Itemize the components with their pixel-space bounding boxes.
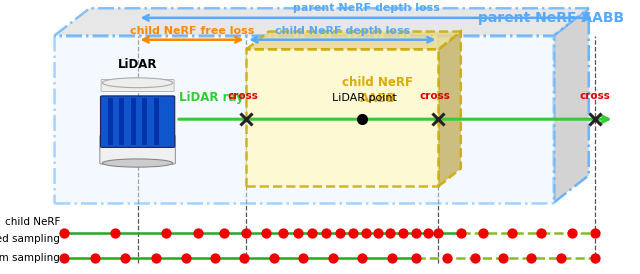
Point <box>59 231 69 236</box>
Point <box>372 231 383 236</box>
Point <box>180 255 191 260</box>
Point <box>193 231 204 236</box>
Point <box>298 255 308 260</box>
Text: parent NeRF depth loss: parent NeRF depth loss <box>293 3 440 13</box>
Text: parent NeRF AABB: parent NeRF AABB <box>478 11 624 25</box>
Point <box>307 231 317 236</box>
Point <box>335 231 346 236</box>
Point <box>59 255 69 260</box>
Polygon shape <box>438 32 461 186</box>
Text: cross: cross <box>420 92 451 101</box>
Polygon shape <box>246 32 461 49</box>
Point <box>120 255 131 260</box>
Point <box>422 231 433 236</box>
Text: LiDAR: LiDAR <box>118 58 157 71</box>
Polygon shape <box>554 8 589 203</box>
Point <box>269 255 279 260</box>
Point <box>210 255 220 260</box>
Point <box>556 255 566 260</box>
Point <box>398 231 408 236</box>
Point <box>241 231 252 236</box>
Point <box>219 231 229 236</box>
Point <box>357 255 367 260</box>
Text: cross: cross <box>580 92 611 101</box>
Bar <box>246 49 438 186</box>
Bar <box>108 98 113 145</box>
Point <box>90 255 100 260</box>
Point <box>526 255 536 260</box>
Point <box>278 231 288 236</box>
Point <box>361 231 371 236</box>
Point <box>566 231 577 236</box>
Text: segmented sampling: segmented sampling <box>0 234 60 244</box>
Ellipse shape <box>102 159 173 167</box>
Bar <box>142 98 147 145</box>
Point <box>456 231 466 236</box>
Text: child NeRF: child NeRF <box>4 217 60 227</box>
Bar <box>54 36 554 203</box>
Point <box>478 231 488 236</box>
Text: LiDAR ray: LiDAR ray <box>179 91 244 104</box>
Text: child NeRF
AABB: child NeRF AABB <box>342 76 413 105</box>
FancyBboxPatch shape <box>100 135 175 164</box>
Point <box>470 255 480 260</box>
Point <box>151 255 161 260</box>
Point <box>590 231 600 236</box>
Point <box>328 255 338 260</box>
Polygon shape <box>54 8 589 36</box>
Text: child NeRF free loss: child NeRF free loss <box>130 26 254 36</box>
Point <box>411 255 421 260</box>
Point <box>385 231 396 236</box>
Point <box>348 231 358 236</box>
Bar <box>119 98 124 145</box>
Point <box>110 231 120 236</box>
Point <box>161 231 172 236</box>
Text: child NeRF depth loss: child NeRF depth loss <box>275 26 410 36</box>
Point <box>433 231 444 236</box>
Text: cross: cross <box>228 92 259 101</box>
Point <box>507 231 517 236</box>
Bar <box>154 98 159 145</box>
Point <box>321 231 332 236</box>
FancyBboxPatch shape <box>101 79 174 92</box>
Point <box>387 255 397 260</box>
Bar <box>131 98 136 145</box>
Text: LiDAR point: LiDAR point <box>332 93 397 103</box>
Text: uniform sampling: uniform sampling <box>0 253 60 262</box>
Point <box>442 255 452 260</box>
Point <box>411 231 421 236</box>
Point <box>260 231 271 236</box>
Point <box>536 231 546 236</box>
Point <box>590 255 600 260</box>
Ellipse shape <box>102 78 173 88</box>
FancyBboxPatch shape <box>100 96 175 147</box>
Point <box>292 231 303 236</box>
Point <box>239 255 250 260</box>
Point <box>498 255 508 260</box>
